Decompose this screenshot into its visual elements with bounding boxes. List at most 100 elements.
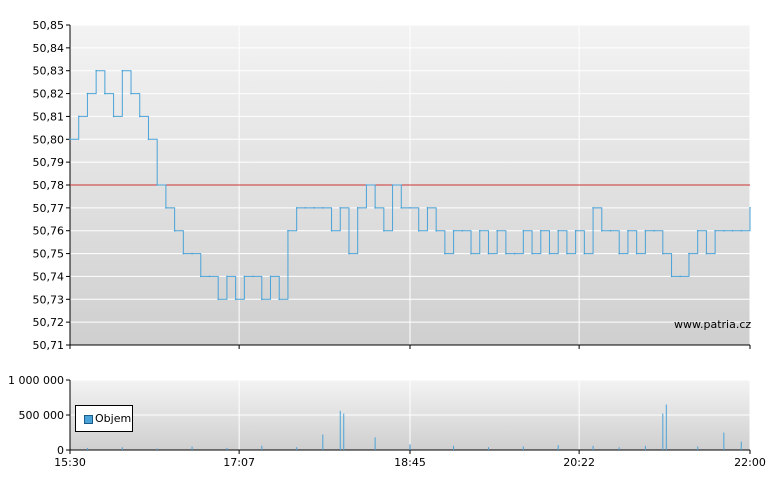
price-point xyxy=(165,207,167,209)
price-point xyxy=(444,252,446,255)
price-y-tick-label: 50,80 xyxy=(33,133,65,146)
price-point xyxy=(496,229,498,232)
price-point xyxy=(618,252,621,255)
price-point xyxy=(731,229,734,232)
price-point xyxy=(330,229,333,232)
price-point xyxy=(138,115,141,118)
price-point xyxy=(635,252,638,255)
price-y-tick-label: 50,82 xyxy=(33,88,65,101)
price-point xyxy=(574,229,577,232)
price-point xyxy=(147,138,150,141)
price-point xyxy=(339,207,342,209)
price-point xyxy=(470,252,472,255)
price-point xyxy=(182,252,185,255)
price-point xyxy=(234,298,237,301)
price-point xyxy=(653,229,655,232)
price-point xyxy=(400,207,403,209)
price-point xyxy=(173,229,176,232)
price-point xyxy=(269,275,272,278)
price-y-tick-label: 50,85 xyxy=(33,19,65,32)
price-point xyxy=(426,207,429,209)
volume-legend-swatch xyxy=(84,415,93,424)
price-point xyxy=(548,252,551,255)
price-point xyxy=(156,184,158,186)
price-point xyxy=(121,69,124,72)
price-point xyxy=(130,92,132,95)
price-y-tick-label: 50,79 xyxy=(33,156,65,169)
price-point xyxy=(714,229,716,232)
volume-y-tick-label: 1 000 000 xyxy=(8,374,64,387)
price-point xyxy=(365,184,368,186)
price-point xyxy=(662,252,664,255)
price-point xyxy=(670,275,673,278)
price-point xyxy=(600,229,603,232)
volume-legend-label: Objem xyxy=(95,412,132,425)
price-point xyxy=(566,252,568,255)
price-point xyxy=(287,229,289,232)
price-point xyxy=(69,138,71,141)
x-tick-label: 20:22 xyxy=(563,456,595,469)
price-point xyxy=(243,275,246,278)
price-point xyxy=(688,252,690,255)
price-y-tick-label: 50,74 xyxy=(33,270,65,283)
price-y-tick-label: 50,83 xyxy=(33,65,65,78)
price-y-tick-label: 50,84 xyxy=(33,42,65,55)
x-tick-label: 22:00 xyxy=(734,456,766,469)
price-point xyxy=(208,275,211,278)
price-point xyxy=(513,252,516,255)
price-point xyxy=(77,115,80,118)
x-tick-label: 18:45 xyxy=(394,456,426,469)
price-point xyxy=(679,275,682,278)
price-y-tick-label: 50,73 xyxy=(33,293,65,306)
price-point xyxy=(627,229,629,232)
price-point xyxy=(531,252,533,255)
price-point xyxy=(295,207,298,209)
price-series-line xyxy=(70,70,751,300)
price-point xyxy=(260,298,263,301)
price-point xyxy=(252,275,254,278)
price-point xyxy=(217,298,220,301)
price-point xyxy=(104,92,106,95)
price-y-tick-label: 50,81 xyxy=(33,110,65,123)
price-point xyxy=(435,229,437,232)
price-point xyxy=(696,229,699,232)
price-point xyxy=(304,207,307,209)
price-point xyxy=(583,252,586,255)
price-point xyxy=(278,298,281,301)
price-point xyxy=(705,252,708,255)
price-point xyxy=(740,229,743,232)
price-point xyxy=(749,207,751,209)
price-point xyxy=(112,115,115,118)
price-y-tick-label: 50,76 xyxy=(33,225,65,238)
price-point xyxy=(313,207,315,209)
watermark-text: www.patria.cz xyxy=(674,318,752,331)
price-point xyxy=(478,229,481,232)
price-point xyxy=(609,229,612,232)
x-tick-label: 15:30 xyxy=(54,456,86,469)
price-y-tick-label: 50,72 xyxy=(33,316,65,329)
price-point xyxy=(348,252,350,255)
price-point xyxy=(409,207,411,209)
price-point xyxy=(191,252,193,255)
volume-y-tick-label: 0 xyxy=(57,444,64,457)
price-point xyxy=(199,275,202,278)
x-tick-label: 17:07 xyxy=(223,456,255,469)
price-y-tick-label: 50,71 xyxy=(33,339,65,352)
price-point xyxy=(461,229,464,232)
price-point xyxy=(322,207,324,209)
price-point xyxy=(452,229,455,232)
price-point xyxy=(391,184,394,186)
price-y-tick-label: 50,75 xyxy=(33,248,65,261)
price-point xyxy=(383,229,385,232)
volume-legend: Objem xyxy=(75,405,133,432)
price-point xyxy=(505,252,507,255)
price-point xyxy=(644,229,647,232)
price-point xyxy=(356,207,359,209)
price-point xyxy=(487,252,490,255)
price-y-tick-label: 50,78 xyxy=(33,179,65,192)
volume-y-tick-label: 500 000 xyxy=(19,409,65,422)
price-point xyxy=(86,92,89,95)
price-point xyxy=(374,207,376,209)
